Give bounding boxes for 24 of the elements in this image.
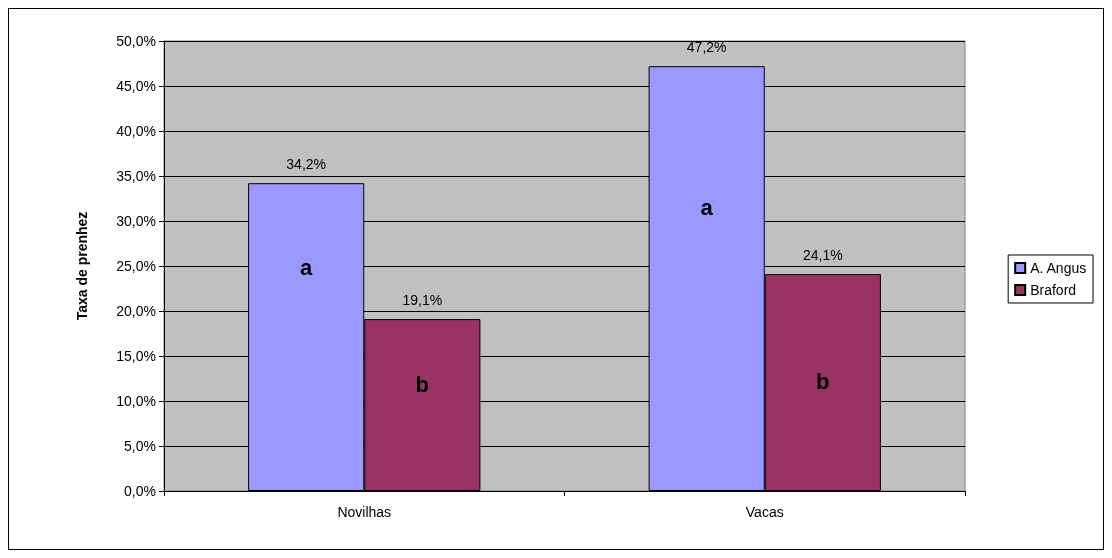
y-tick-label: 45,0% bbox=[116, 78, 156, 94]
legend-label: A. Angus bbox=[1030, 260, 1087, 276]
y-axis-title: Taxa de prenhez bbox=[74, 211, 90, 321]
annotation: b bbox=[415, 372, 430, 398]
y-tick-label: 40,0% bbox=[116, 123, 156, 139]
y-tick-label: 50,0% bbox=[116, 33, 156, 49]
y-tick-label: 5,0% bbox=[124, 438, 156, 454]
y-tick-label: 35,0% bbox=[116, 168, 156, 184]
x-tick-label: Vacas bbox=[745, 504, 784, 520]
data-label: 34,2% bbox=[286, 156, 327, 173]
data-label: 24,1% bbox=[802, 247, 843, 264]
y-tick-label: 15,0% bbox=[116, 348, 156, 364]
y-tick-label: 25,0% bbox=[116, 258, 156, 274]
legend-label: Braford bbox=[1030, 282, 1077, 298]
annotation: b bbox=[816, 368, 830, 394]
y-tick-label: 30,0% bbox=[116, 213, 156, 229]
y-tick-label: 0,0% bbox=[124, 483, 156, 499]
data-label: 47,2% bbox=[686, 39, 727, 56]
annotation: a bbox=[300, 255, 314, 281]
y-tick-label: 10,0% bbox=[116, 393, 156, 409]
y-tick-label: 20,0% bbox=[116, 303, 156, 319]
x-tick-label: Novilhas bbox=[337, 504, 392, 520]
data-label: 19,1% bbox=[402, 292, 443, 309]
annotation: a bbox=[700, 195, 714, 220]
